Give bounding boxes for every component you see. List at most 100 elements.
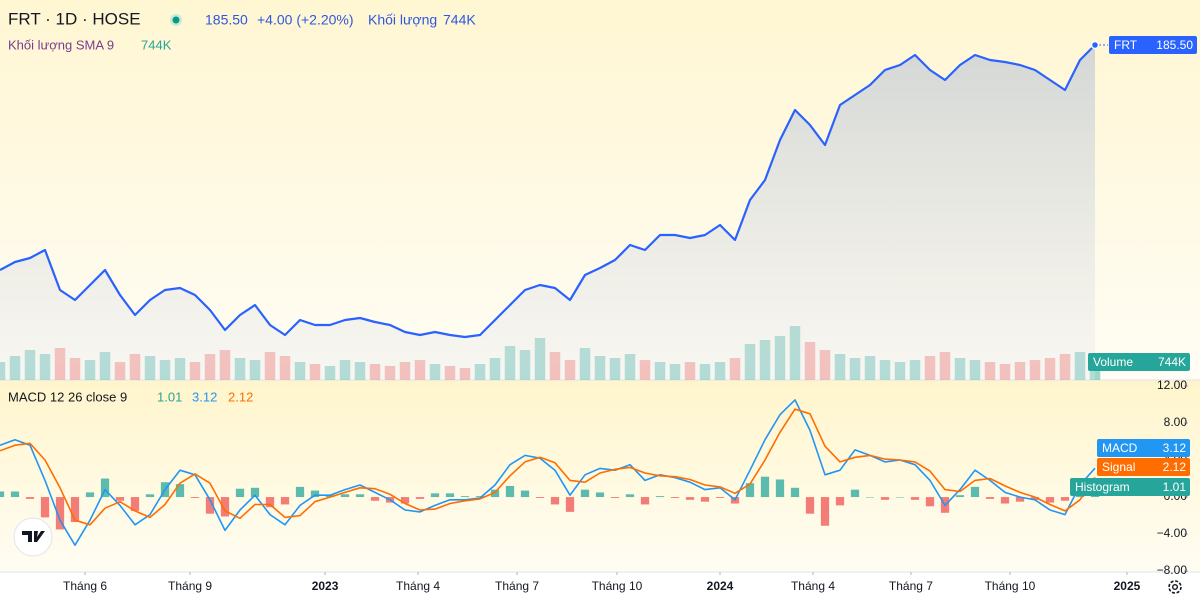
macd-legend-macd: 3.12 [192, 389, 217, 404]
x-tick-label: Tháng 9 [168, 579, 212, 593]
histogram-bar [865, 497, 875, 498]
price-tag-name: Signal [1102, 460, 1135, 474]
histogram-bar [220, 497, 230, 517]
price-area [0, 45, 1095, 380]
histogram-bar [205, 497, 215, 514]
histogram-bar [925, 497, 935, 507]
x-tick-label: Tháng 10 [985, 579, 1036, 593]
status-dot [172, 16, 180, 24]
histogram-bar [175, 484, 185, 498]
price-tag-value: 1.01 [1163, 480, 1187, 494]
histogram-bar [445, 493, 455, 498]
histogram-bar [595, 492, 605, 498]
macd-title: MACD 12 26 close 9 [8, 389, 127, 404]
x-tick-label: Tháng 7 [889, 579, 933, 593]
histogram-bar [1060, 497, 1070, 501]
histogram-bar [760, 476, 770, 498]
histogram-bar [265, 497, 275, 508]
y-tick-label: −4.00 [1157, 526, 1188, 540]
histogram-bar [580, 489, 590, 498]
price-tag-name: Volume [1093, 355, 1133, 369]
price-tag-value: 185.50 [1156, 38, 1193, 52]
histogram-bar [190, 497, 200, 498]
histogram-bar [70, 497, 80, 523]
histogram-bar [250, 487, 260, 498]
macd-line [0, 399, 1096, 546]
histogram-bar [490, 489, 500, 498]
histogram-bar [415, 497, 425, 499]
logo-badge [13, 517, 53, 557]
price-tag [1070, 478, 1190, 496]
price-line [0, 44, 1096, 339]
histogram-bar [400, 497, 410, 504]
histogram-bar [505, 485, 515, 498]
macd-legend-signal: 2.12 [228, 389, 253, 404]
macd-pane [0, 380, 1200, 572]
histogram-bar [340, 494, 350, 498]
histogram-bar [430, 493, 440, 498]
header-price: 185.50 [205, 12, 248, 28]
header-volume-label: Khối lượng [368, 12, 437, 28]
histogram-bar [10, 491, 20, 498]
x-tick-label: Tháng 7 [495, 579, 539, 593]
header-change: +4.00 (+2.20%) [257, 12, 354, 28]
histogram-bar [895, 497, 905, 498]
histogram-bar [700, 497, 710, 502]
last-point [1090, 40, 1100, 50]
settings-button[interactable] [1168, 580, 1182, 594]
macd-legend-histogram: 1.01 [157, 389, 182, 404]
histogram-bar [475, 496, 485, 498]
histogram-bar [520, 490, 530, 498]
sma-value: 744K [141, 37, 172, 52]
histogram-bar [565, 497, 575, 512]
histogram-bar [85, 492, 95, 498]
macd-line [0, 408, 1096, 526]
price-layer [0, 40, 1108, 380]
price-tag-name: MACD [1102, 441, 1138, 455]
y-tick-label: 12.00 [1157, 378, 1187, 392]
histogram-bar [910, 497, 920, 500]
histogram-bar [355, 494, 365, 498]
histogram-bar [25, 497, 35, 499]
histogram-bar [130, 497, 140, 511]
histogram-bar [310, 490, 320, 498]
histogram-bar [640, 497, 650, 505]
histogram-bar [145, 494, 155, 498]
histogram-bar [985, 497, 995, 499]
x-tick-label: 2024 [707, 579, 734, 593]
histogram-bar [40, 497, 50, 518]
histogram-bar [295, 486, 305, 498]
histogram-bar [1045, 497, 1055, 503]
price-tag [1097, 458, 1190, 476]
x-tick-label: Tháng 10 [592, 579, 643, 593]
histogram-bar [775, 479, 785, 498]
histogram-bar [550, 497, 560, 505]
x-tick-label: Tháng 6 [63, 579, 107, 593]
symbol: FRT · 1D · HOSE [8, 9, 141, 28]
histogram-bar [955, 495, 965, 498]
price-tag-name: Histogram [1075, 480, 1130, 494]
logo-mark [22, 531, 45, 542]
histogram-bar [715, 497, 725, 498]
x-tick-label: 2023 [312, 579, 339, 593]
histogram-bar [235, 488, 245, 498]
histogram-bar [115, 497, 125, 501]
histogram-bar [460, 496, 470, 498]
histogram-bar [670, 497, 680, 498]
x-tick-label: Tháng 4 [396, 579, 440, 593]
histogram-bar [325, 495, 335, 498]
histogram-bar [685, 497, 695, 500]
histogram-bar [850, 489, 860, 498]
histogram-bar [820, 497, 830, 526]
histogram-bar [1015, 497, 1025, 502]
histogram-bar [370, 497, 380, 501]
histogram-bar [745, 483, 755, 498]
y-tick-label: 8.00 [1164, 415, 1188, 429]
histogram-bar [610, 497, 620, 498]
histogram-bar [805, 497, 815, 514]
histogram-bar [625, 494, 635, 498]
histogram-bar [790, 487, 800, 498]
sma-label: Khối lượng SMA 9 [8, 37, 114, 52]
